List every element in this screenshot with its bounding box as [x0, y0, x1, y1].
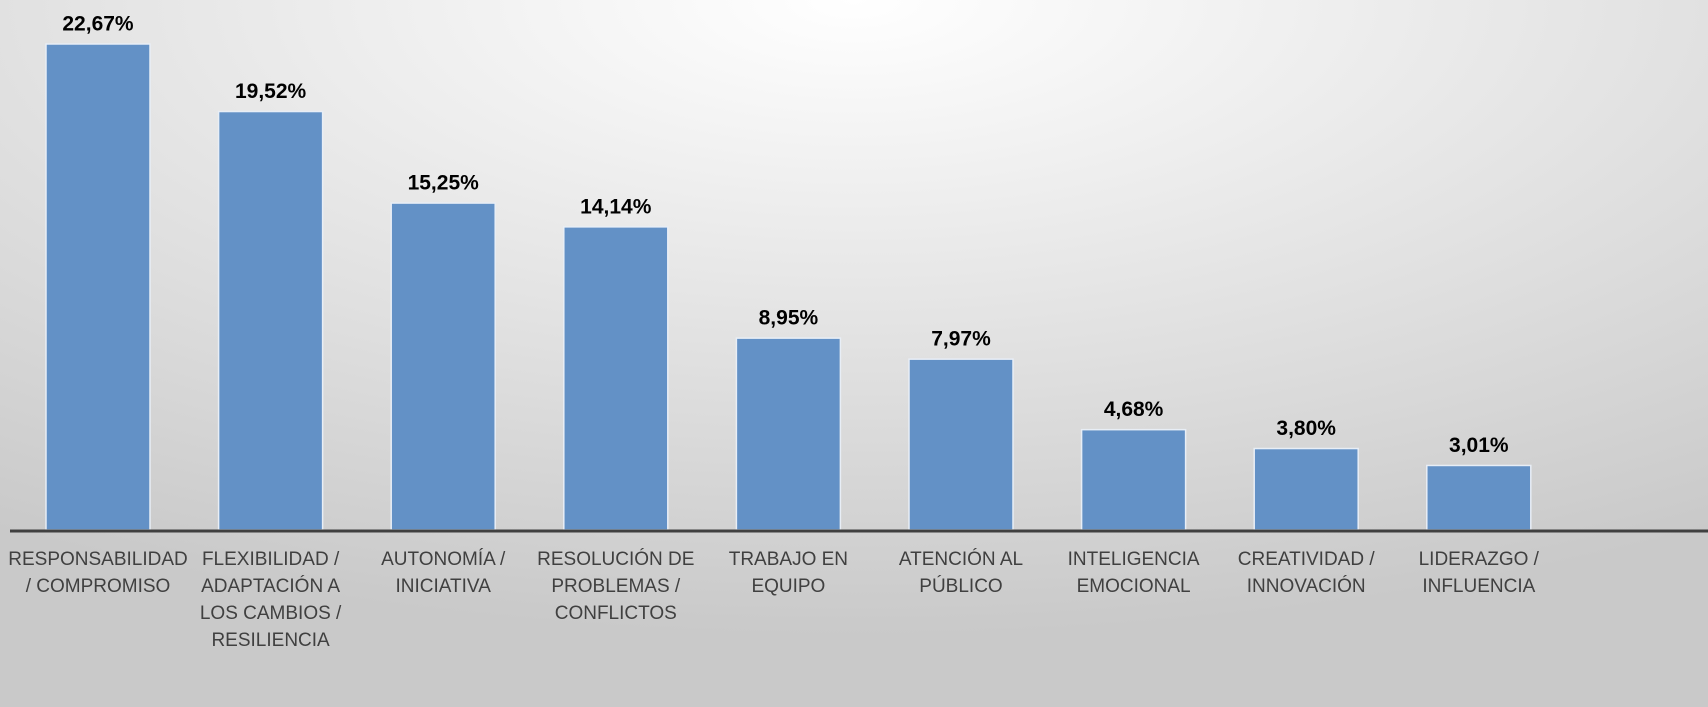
x-tick-label: CREATIVIDAD / INNOVACIÓN — [1238, 549, 1376, 597]
x-tick-label: ATENCIÓN AL PÚBLICO — [899, 548, 1023, 597]
x-tick-label: RESOLUCIÓN DE PROBLEMAS / CONFLICTOS — [537, 548, 694, 624]
x-tick-label: AUTONOMÍA / INICIATIVA — [381, 549, 506, 597]
value-label: 7,97% — [931, 328, 991, 351]
x-tick-label: RESPONSABILIDAD / COMPROMISO — [8, 549, 188, 597]
bar — [1426, 464, 1532, 531]
bar — [735, 337, 842, 531]
x-tick-label: TRABAJO EN EQUIPO — [729, 549, 848, 597]
value-label: 22,67% — [62, 13, 134, 36]
bar — [1080, 428, 1187, 531]
value-label: 14,14% — [580, 195, 652, 218]
value-label: 19,52% — [235, 80, 307, 103]
value-label: 15,25% — [408, 172, 480, 195]
value-label: 4,68% — [1104, 398, 1164, 421]
bar — [563, 226, 669, 531]
x-tick-label: FLEXIBILIDAD / ADAPTACIÓN A LOS CAMBIOS / R… — [200, 549, 342, 651]
bar — [217, 110, 324, 531]
bar — [908, 358, 1014, 531]
value-label: 3,01% — [1449, 434, 1509, 457]
bar — [390, 202, 496, 531]
bar — [1253, 447, 1359, 531]
x-tick-label: INTELIGENCIA EMOCIONAL — [1068, 549, 1200, 597]
x-tick-label: LIDERAZGO / INFLUENCIA — [1419, 549, 1540, 597]
value-label: 8,95% — [759, 307, 819, 330]
bar — [45, 43, 151, 531]
value-label: 3,80% — [1276, 417, 1336, 440]
